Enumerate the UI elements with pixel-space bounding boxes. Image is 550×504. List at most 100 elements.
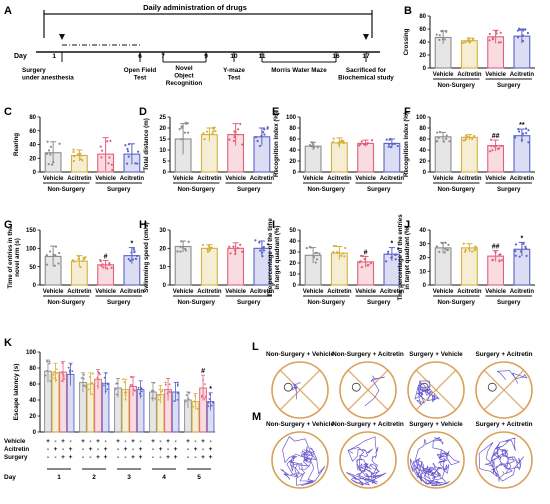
- data-dot: [45, 254, 48, 257]
- data-dot: [106, 267, 109, 270]
- data-dot: [135, 254, 139, 258]
- data-dot: [98, 371, 100, 374]
- data-dot: [124, 398, 127, 401]
- data-dot: [340, 254, 343, 257]
- data-dot: [499, 31, 502, 34]
- data-dot: [45, 152, 49, 155]
- data-dot: [127, 257, 130, 261]
- data-dot: [514, 250, 517, 253]
- y-tick-label: 0: [423, 66, 427, 72]
- condition-sign: +: [201, 454, 205, 461]
- data-dot: [495, 144, 498, 148]
- data-dot: [208, 393, 211, 396]
- maze-pool: [339, 431, 397, 489]
- group-label: Surgery: [497, 82, 521, 89]
- y-axis-label: Swimming speed (cm/s): [143, 222, 150, 293]
- data-dot: [192, 405, 194, 408]
- data-dot: [259, 249, 262, 252]
- bar: [460, 247, 478, 286]
- data-dot: [83, 384, 86, 387]
- event-label: Open Field: [124, 67, 157, 74]
- data-dot: [176, 398, 179, 401]
- data-dot: [110, 163, 113, 166]
- panel-label: I: [272, 219, 275, 231]
- condition-sign: -: [174, 438, 176, 445]
- track-label: Non-Surgery + Acitretin: [332, 351, 404, 358]
- data-dot: [443, 38, 447, 41]
- condition-sign: +: [124, 446, 128, 453]
- x-category-label: Vehicle: [43, 289, 64, 295]
- bar-chart-G: G 0 50 100 150 Time of entries in the novel ar…: [4, 219, 145, 306]
- data-dot: [51, 163, 54, 166]
- group-label: Non-Surgery: [438, 299, 476, 306]
- data-dot: [202, 132, 205, 135]
- data-dot: [116, 393, 119, 396]
- x-category-label: Acitretin: [510, 176, 535, 182]
- data-dot: [184, 400, 187, 403]
- day-number: 17: [362, 53, 370, 60]
- data-dot: [233, 249, 237, 252]
- data-dot: [53, 264, 56, 267]
- group-label: Surgery: [107, 299, 131, 306]
- track-label: Non-Surgery + Acitretin: [332, 421, 404, 428]
- panel-label: H: [139, 219, 147, 231]
- data-dot: [183, 247, 187, 250]
- data-dot: [526, 31, 530, 35]
- platform-marker: [351, 382, 361, 392]
- data-dot: [80, 154, 83, 157]
- event-label: under anesthesia: [22, 75, 74, 82]
- data-dot: [524, 247, 528, 250]
- y-tick-label: 10: [289, 272, 296, 278]
- y-tick-label: 15: [159, 137, 166, 143]
- data-dot: [124, 144, 127, 147]
- data-dot: [525, 131, 528, 135]
- data-dot: [58, 251, 61, 255]
- data-dot: [176, 384, 179, 387]
- data-dot: [388, 143, 391, 146]
- swim-track: [364, 375, 385, 407]
- data-dot: [61, 362, 64, 365]
- swim-track: [478, 437, 525, 482]
- panel-label: K: [4, 337, 12, 349]
- data-dot: [123, 391, 126, 394]
- y-tick-label: 50: [289, 228, 296, 234]
- event-label: Sacrificed for: [346, 67, 387, 74]
- x-category-label: Vehicle: [355, 176, 376, 182]
- condition-sign: -: [202, 446, 204, 453]
- bar: [460, 136, 478, 173]
- y-axis-label: Rearing: [13, 133, 20, 156]
- data-dot: [318, 252, 321, 255]
- y-axis-label-line: Recognition index (%): [273, 112, 280, 177]
- condition-sign: +: [61, 454, 65, 461]
- data-dot: [180, 240, 183, 243]
- data-dot: [82, 384, 84, 387]
- x-category-label: Acitretin: [120, 176, 145, 182]
- data-dot: [498, 253, 501, 257]
- significance-mark: *: [209, 386, 212, 393]
- data-dot: [208, 398, 211, 400]
- x-category-label: Acitretin: [67, 176, 92, 182]
- x-category-label: Vehicle: [433, 176, 454, 182]
- data-dot: [435, 245, 438, 248]
- day-number: 9: [204, 53, 208, 60]
- y-tick-label: 10: [419, 269, 426, 275]
- data-dot: [136, 162, 139, 165]
- condition-sign: +: [104, 454, 108, 461]
- data-dot: [488, 150, 492, 153]
- track-label: Non-Surgery + Vehicle: [266, 421, 334, 428]
- data-dot: [176, 383, 179, 386]
- group-label: Surgery: [367, 186, 391, 193]
- data-dot: [468, 41, 472, 44]
- x-category-label: Acitretin: [327, 289, 352, 295]
- y-tick-label: 60: [419, 27, 426, 33]
- y-tick-label: 100: [26, 350, 37, 356]
- data-dot: [211, 132, 214, 135]
- data-dot: [465, 137, 468, 140]
- data-dot: [362, 143, 366, 146]
- data-dot: [186, 131, 190, 134]
- panel-label: L: [252, 341, 259, 353]
- data-dot: [54, 245, 58, 248]
- data-dot: [54, 254, 57, 257]
